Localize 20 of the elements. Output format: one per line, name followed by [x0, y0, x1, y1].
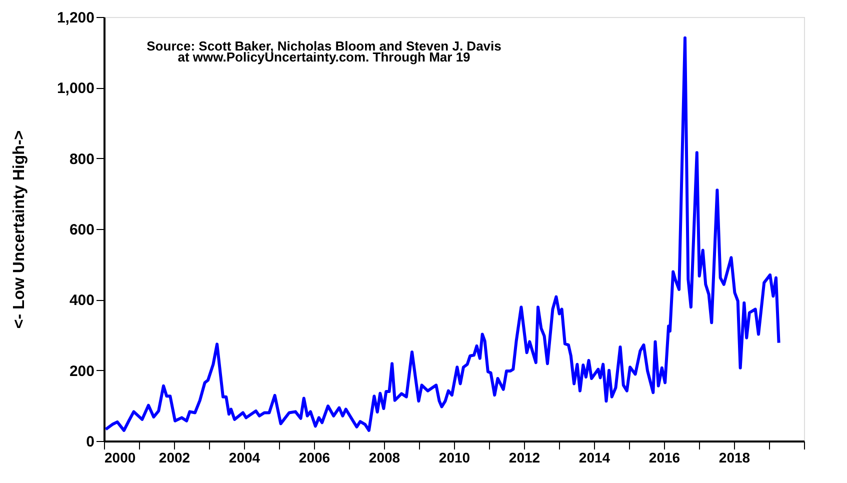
x-tick-label: 2014 — [578, 450, 610, 466]
line-series — [104, 36, 780, 432]
x-tick-label: 2002 — [158, 450, 190, 466]
x-tick-label: 2012 — [508, 450, 540, 466]
x-tick-label: 2000 — [104, 450, 136, 466]
y-tick-label: 200 — [69, 362, 94, 380]
x-tick-label: 2004 — [228, 450, 260, 466]
x-tick-label: 2018 — [718, 450, 750, 466]
y-tick-label: 600 — [69, 222, 94, 238]
y-tick-label: 400 — [69, 292, 94, 310]
y-tick-label: 1,200 — [56, 10, 94, 26]
y-tick-label: 0 — [86, 434, 94, 450]
annotation: Source: Scott Baker, Nicholas Bloom and Steven J. Davis — [146, 38, 502, 54]
x-tick-label: 2016 — [648, 450, 680, 466]
x-tick-label: 2006 — [298, 450, 330, 466]
x-tick-label: 2008 — [368, 450, 400, 466]
y-tick-label: 1,000 — [56, 80, 94, 98]
y-tick-label: 800 — [69, 150, 94, 168]
y-axis-title: <- Low Uncertainty High-> — [10, 130, 28, 329]
x-tick-label: 2010 — [438, 450, 470, 466]
